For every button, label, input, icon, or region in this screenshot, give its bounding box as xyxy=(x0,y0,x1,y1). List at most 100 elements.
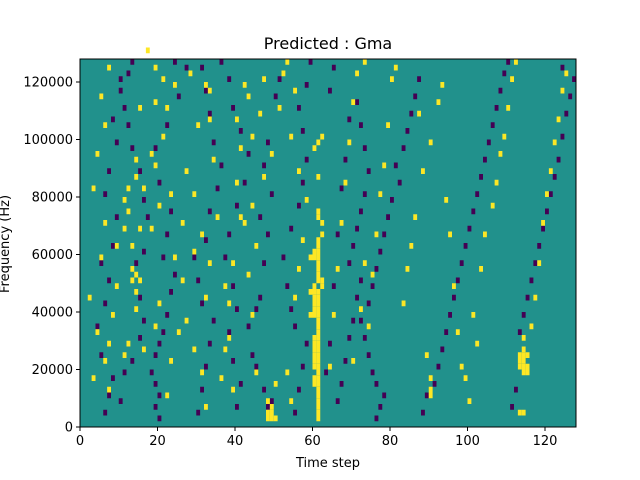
heatmap-cell-low xyxy=(207,208,212,215)
heatmap-cell-high xyxy=(421,168,425,174)
heatmap-cell-low xyxy=(196,409,201,416)
heatmap-cell-high xyxy=(312,340,317,347)
heatmap-cell-high xyxy=(374,231,379,238)
heatmap-cell-high xyxy=(467,398,472,404)
heatmap-cell-high xyxy=(436,99,441,105)
heatmap-cell-high xyxy=(401,300,406,307)
heatmap-cell-low xyxy=(378,404,383,410)
heatmap-cell-low xyxy=(471,208,476,215)
heatmap-cell-high xyxy=(316,375,321,381)
heatmap-cell-low xyxy=(184,64,189,71)
heatmap-cell-high xyxy=(316,317,321,324)
heatmap-cell-low xyxy=(297,202,301,209)
heatmap-cell-low xyxy=(525,294,530,301)
heatmap-cell-high xyxy=(355,70,359,77)
heatmap-cell-low xyxy=(324,369,328,376)
heatmap-cell-low xyxy=(111,243,115,249)
heatmap-cell-low xyxy=(130,145,135,151)
heatmap-cell-low xyxy=(382,392,387,399)
heatmap-cell-low xyxy=(238,128,243,134)
y-tick-label: 80000 xyxy=(32,191,73,206)
heatmap-cell-low xyxy=(417,76,421,82)
x-tick-label: 40 xyxy=(227,434,244,449)
y-tick-label: 120000 xyxy=(23,76,73,91)
heatmap-cell-low xyxy=(308,59,313,65)
heatmap-cell-low xyxy=(99,260,104,266)
heatmap-cell-high xyxy=(200,369,204,376)
heatmap-cell-low xyxy=(378,248,383,255)
heatmap-cell-low xyxy=(231,283,235,289)
heatmap-cell-high xyxy=(262,76,266,82)
heatmap-cell-low xyxy=(95,323,100,330)
heatmap-cell-high xyxy=(316,260,321,266)
heatmap-cell-low xyxy=(157,415,162,422)
heatmap-cell-high xyxy=(126,208,131,215)
heatmap-cell-low xyxy=(269,191,274,197)
heatmap-cell-low xyxy=(262,386,266,393)
heatmap-cell-low xyxy=(304,340,309,347)
heatmap-cell-high xyxy=(510,76,514,82)
heatmap-cell-high xyxy=(382,162,387,169)
heatmap-cell-low xyxy=(459,260,464,266)
heatmap-cell-low xyxy=(258,294,263,301)
heatmap-cell-low xyxy=(138,294,142,301)
heatmap-cell-high xyxy=(359,306,363,312)
heatmap-cell-high xyxy=(343,179,348,186)
heatmap-cell-low xyxy=(149,369,154,376)
heatmap-cell-low xyxy=(517,329,522,335)
heatmap-cell-high xyxy=(173,254,177,261)
heatmap-cell-high xyxy=(246,271,251,278)
heatmap-cell-low xyxy=(424,392,429,399)
heatmap-cell-high xyxy=(378,191,383,197)
heatmap-cell-high xyxy=(312,312,317,318)
heatmap-cell-high xyxy=(192,346,197,353)
heatmap-cell-low xyxy=(246,151,251,157)
heatmap-cell-low xyxy=(343,358,348,364)
heatmap-cell-low xyxy=(126,122,131,128)
heatmap-cell-low xyxy=(293,323,297,330)
heatmap-cell-low xyxy=(382,231,387,238)
heatmap-cell-high xyxy=(289,133,294,140)
heatmap-cell-high xyxy=(316,363,321,370)
heatmap-cell-high xyxy=(173,82,177,88)
heatmap-cell-high xyxy=(293,87,297,94)
heatmap-cells xyxy=(87,47,576,422)
heatmap-cell-high xyxy=(521,369,526,376)
heatmap-cell-low xyxy=(351,243,356,249)
heatmap-cell-low xyxy=(231,358,235,364)
heatmap-cell-low xyxy=(285,283,290,289)
heatmap-cell-high xyxy=(207,87,212,94)
heatmap-cell-high xyxy=(490,202,495,209)
heatmap-cell-low xyxy=(211,139,216,146)
heatmap-cell-high xyxy=(289,398,294,404)
heatmap-cell-low xyxy=(529,277,534,284)
heatmap-cell-high xyxy=(134,289,139,295)
heatmap-cell-low xyxy=(114,139,119,146)
heatmap-cell-high xyxy=(223,346,228,353)
heatmap-cell-high xyxy=(552,139,557,146)
heatmap-cell-low xyxy=(300,179,305,186)
heatmap-cell-high xyxy=(316,404,321,410)
heatmap-cell-low xyxy=(374,381,379,387)
heatmap-cell-high xyxy=(277,105,282,111)
heatmap-cell-high xyxy=(390,76,394,82)
heatmap-cell-high xyxy=(312,363,317,370)
heatmap-cell-high xyxy=(366,323,371,330)
heatmap-cell-low xyxy=(386,214,390,220)
heatmap-cell-high xyxy=(238,145,243,151)
heatmap-cell-low xyxy=(262,260,266,266)
heatmap-cell-low xyxy=(153,352,158,358)
heatmap-cell-low xyxy=(335,231,340,238)
y-axis: 0 20000 40000 60000 80000 100000 120000 xyxy=(23,76,80,436)
heatmap-cell-high xyxy=(316,254,321,261)
heatmap-cell-low xyxy=(153,145,158,151)
heatmap-cell-low xyxy=(393,162,398,169)
heatmap-cell-high xyxy=(521,358,526,364)
heatmap-cell-low xyxy=(556,156,561,163)
heatmap-cell-low xyxy=(548,191,553,197)
heatmap-cell-high xyxy=(165,105,170,111)
x-tick-label: 100 xyxy=(455,434,480,449)
heatmap-cell-low xyxy=(560,133,565,140)
heatmap-cell-low xyxy=(405,128,410,134)
